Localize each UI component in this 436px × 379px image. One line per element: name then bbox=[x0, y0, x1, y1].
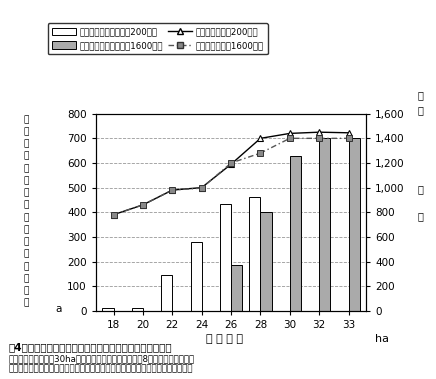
Bar bbox=[161, 275, 172, 311]
Text: 円: 円 bbox=[418, 105, 424, 115]
Bar bbox=[231, 265, 242, 311]
Text: 化: 化 bbox=[24, 200, 29, 210]
Text: 経: 経 bbox=[24, 139, 29, 149]
Text: 面: 面 bbox=[24, 287, 29, 296]
Text: 導: 導 bbox=[24, 262, 29, 271]
Bar bbox=[191, 242, 202, 311]
Text: 万: 万 bbox=[418, 90, 424, 100]
Text: 別: 別 bbox=[24, 127, 29, 136]
Bar bbox=[102, 309, 113, 311]
Text: 得: 得 bbox=[418, 211, 424, 221]
Text: 複: 複 bbox=[24, 176, 29, 185]
Text: ha: ha bbox=[375, 334, 388, 344]
Bar bbox=[290, 155, 301, 311]
Text: 個: 個 bbox=[24, 115, 29, 124]
Bar bbox=[349, 138, 360, 311]
Text: 直: 直 bbox=[24, 237, 29, 246]
Text: 围4．　水田面積規模別の複粒化種子直播導入面積と所得: 围4． 水田面積規模別の複粒化種子直播導入面積と所得 bbox=[9, 343, 172, 352]
Text: 水 田 面 積: 水 田 面 積 bbox=[206, 334, 243, 344]
Text: 入: 入 bbox=[24, 274, 29, 283]
Text: 営: 営 bbox=[24, 152, 29, 161]
Text: 子: 子 bbox=[24, 225, 29, 234]
Text: 粒: 粒 bbox=[24, 188, 29, 197]
Text: 積: 積 bbox=[24, 299, 29, 308]
Text: 面積は現地農家データをもとにしたモデル経営を用いた線形計画法による。: 面積は現地農家データをもとにしたモデル経営を用いた線形計画法による。 bbox=[9, 365, 193, 373]
Legend: 稲（複粒）　造粒装置200万円, 稲（複粒）　造粒装置1600万円, 所得　造粒装置200万円, 所得　造粒装置1600万円: 稲（複粒） 造粒装置200万円, 稲（複粒） 造粒装置1600万円, 所得 造粒… bbox=[48, 23, 268, 54]
Text: の: の bbox=[24, 164, 29, 173]
Bar bbox=[249, 197, 260, 311]
Bar bbox=[132, 309, 143, 311]
Text: 播: 播 bbox=[24, 250, 29, 259]
Text: a: a bbox=[56, 304, 62, 314]
Bar bbox=[220, 204, 231, 311]
Text: 所: 所 bbox=[418, 185, 424, 194]
Bar bbox=[319, 138, 330, 311]
Text: 種: 種 bbox=[24, 213, 29, 222]
Bar bbox=[260, 212, 272, 311]
Text: 注）造粒委託によら30ha分造粒、造粒装置の耗用年敗8年とした。直播導入: 注）造粒委託によら30ha分造粒、造粒装置の耗用年敗8年とした。直播導入 bbox=[9, 355, 195, 363]
